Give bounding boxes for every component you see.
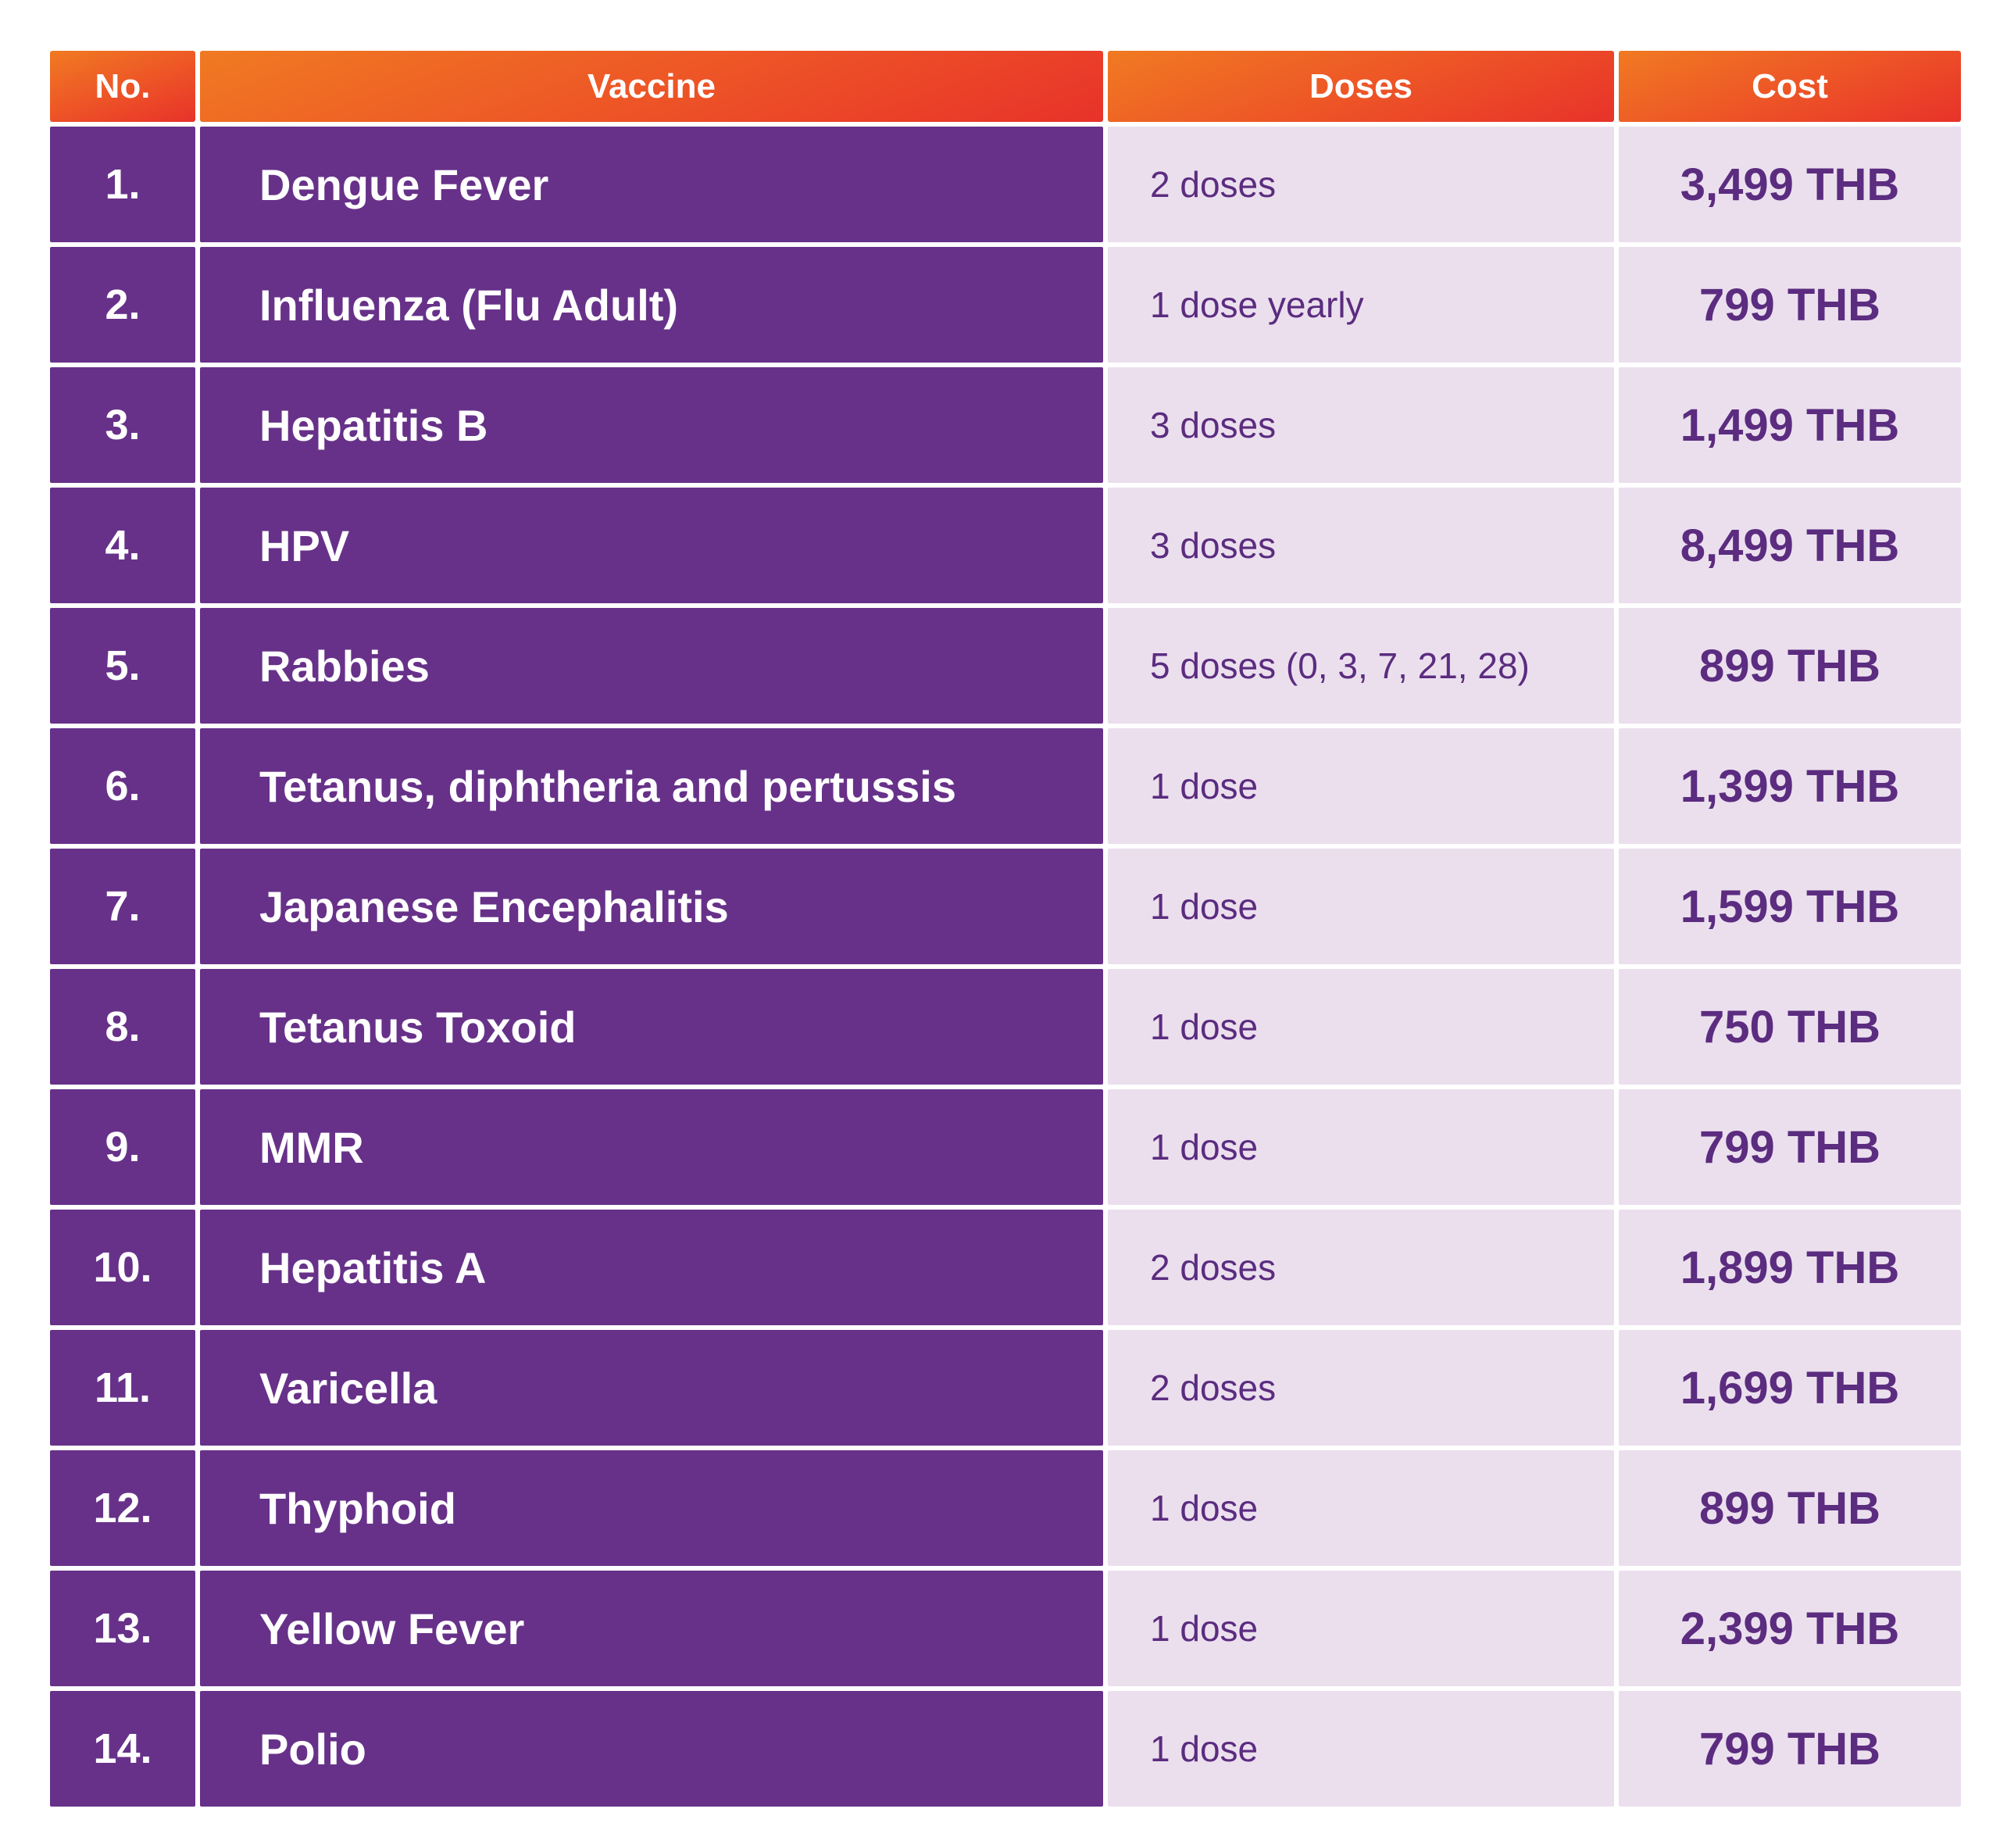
row-number: 11. xyxy=(50,1330,195,1446)
vaccine-doses: 1 dose xyxy=(1108,849,1614,964)
vaccine-doses: 3 doses xyxy=(1108,367,1614,483)
row-number: 4. xyxy=(50,488,195,603)
vaccine-doses: 2 doses xyxy=(1108,1210,1614,1325)
header-doses: Doses xyxy=(1108,51,1614,122)
vaccine-cost: 799 THB xyxy=(1619,1691,1961,1807)
vaccine-name: Varicella xyxy=(200,1330,1103,1446)
vaccine-cost: 2,399 THB xyxy=(1619,1571,1961,1686)
vaccine-doses: 1 dose xyxy=(1108,728,1614,844)
row-number: 8. xyxy=(50,969,195,1085)
vaccine-name: Influenza (Flu Adult) xyxy=(200,247,1103,363)
vaccine-cost: 1,699 THB xyxy=(1619,1330,1961,1446)
vaccine-cost: 799 THB xyxy=(1619,1089,1961,1205)
vaccine-cost: 1,499 THB xyxy=(1619,367,1961,483)
row-number: 10. xyxy=(50,1210,195,1325)
vaccine-cost: 750 THB xyxy=(1619,969,1961,1085)
vaccine-price-table: No. Vaccine Doses Cost 1. Dengue Fever 2… xyxy=(50,51,1961,1807)
vaccine-cost: 1,899 THB xyxy=(1619,1210,1961,1325)
vaccine-doses: 2 doses xyxy=(1108,1330,1614,1446)
vaccine-name: Rabbies xyxy=(200,608,1103,724)
row-number: 2. xyxy=(50,247,195,363)
vaccine-name: Hepatitis B xyxy=(200,367,1103,483)
vaccine-doses: 3 doses xyxy=(1108,488,1614,603)
row-number: 12. xyxy=(50,1450,195,1566)
vaccine-doses: 1 dose xyxy=(1108,1691,1614,1807)
vaccine-cost: 899 THB xyxy=(1619,1450,1961,1566)
vaccine-doses: 1 dose xyxy=(1108,1571,1614,1686)
vaccine-name: Tetanus, diphtheria and pertussis xyxy=(200,728,1103,844)
vaccine-name: HPV xyxy=(200,488,1103,603)
row-number: 14. xyxy=(50,1691,195,1807)
vaccine-doses: 1 dose xyxy=(1108,1089,1614,1205)
vaccine-doses: 2 doses xyxy=(1108,127,1614,242)
header-vaccine: Vaccine xyxy=(200,51,1103,122)
vaccine-doses: 5 doses (0, 3, 7, 21, 28) xyxy=(1108,608,1614,724)
row-number: 7. xyxy=(50,849,195,964)
vaccine-name: Japanese Encephalitis xyxy=(200,849,1103,964)
vaccine-name: Dengue Fever xyxy=(200,127,1103,242)
row-number: 13. xyxy=(50,1571,195,1686)
vaccine-cost: 1,399 THB xyxy=(1619,728,1961,844)
vaccine-cost: 799 THB xyxy=(1619,247,1961,363)
header-no: No. xyxy=(50,51,195,122)
header-cost: Cost xyxy=(1619,51,1961,122)
vaccine-name: Thyphoid xyxy=(200,1450,1103,1566)
vaccine-name: MMR xyxy=(200,1089,1103,1205)
vaccine-doses: 1 dose xyxy=(1108,969,1614,1085)
vaccine-name: Yellow Fever xyxy=(200,1571,1103,1686)
vaccine-cost: 8,499 THB xyxy=(1619,488,1961,603)
vaccine-doses: 1 dose yearly xyxy=(1108,247,1614,363)
vaccine-cost: 3,499 THB xyxy=(1619,127,1961,242)
row-number: 6. xyxy=(50,728,195,844)
row-number: 1. xyxy=(50,127,195,242)
vaccine-cost: 1,599 THB xyxy=(1619,849,1961,964)
vaccine-cost: 899 THB xyxy=(1619,608,1961,724)
vaccine-name: Tetanus Toxoid xyxy=(200,969,1103,1085)
vaccine-name: Polio xyxy=(200,1691,1103,1807)
row-number: 9. xyxy=(50,1089,195,1205)
row-number: 3. xyxy=(50,367,195,483)
row-number: 5. xyxy=(50,608,195,724)
vaccine-doses: 1 dose xyxy=(1108,1450,1614,1566)
vaccine-name: Hepatitis A xyxy=(200,1210,1103,1325)
